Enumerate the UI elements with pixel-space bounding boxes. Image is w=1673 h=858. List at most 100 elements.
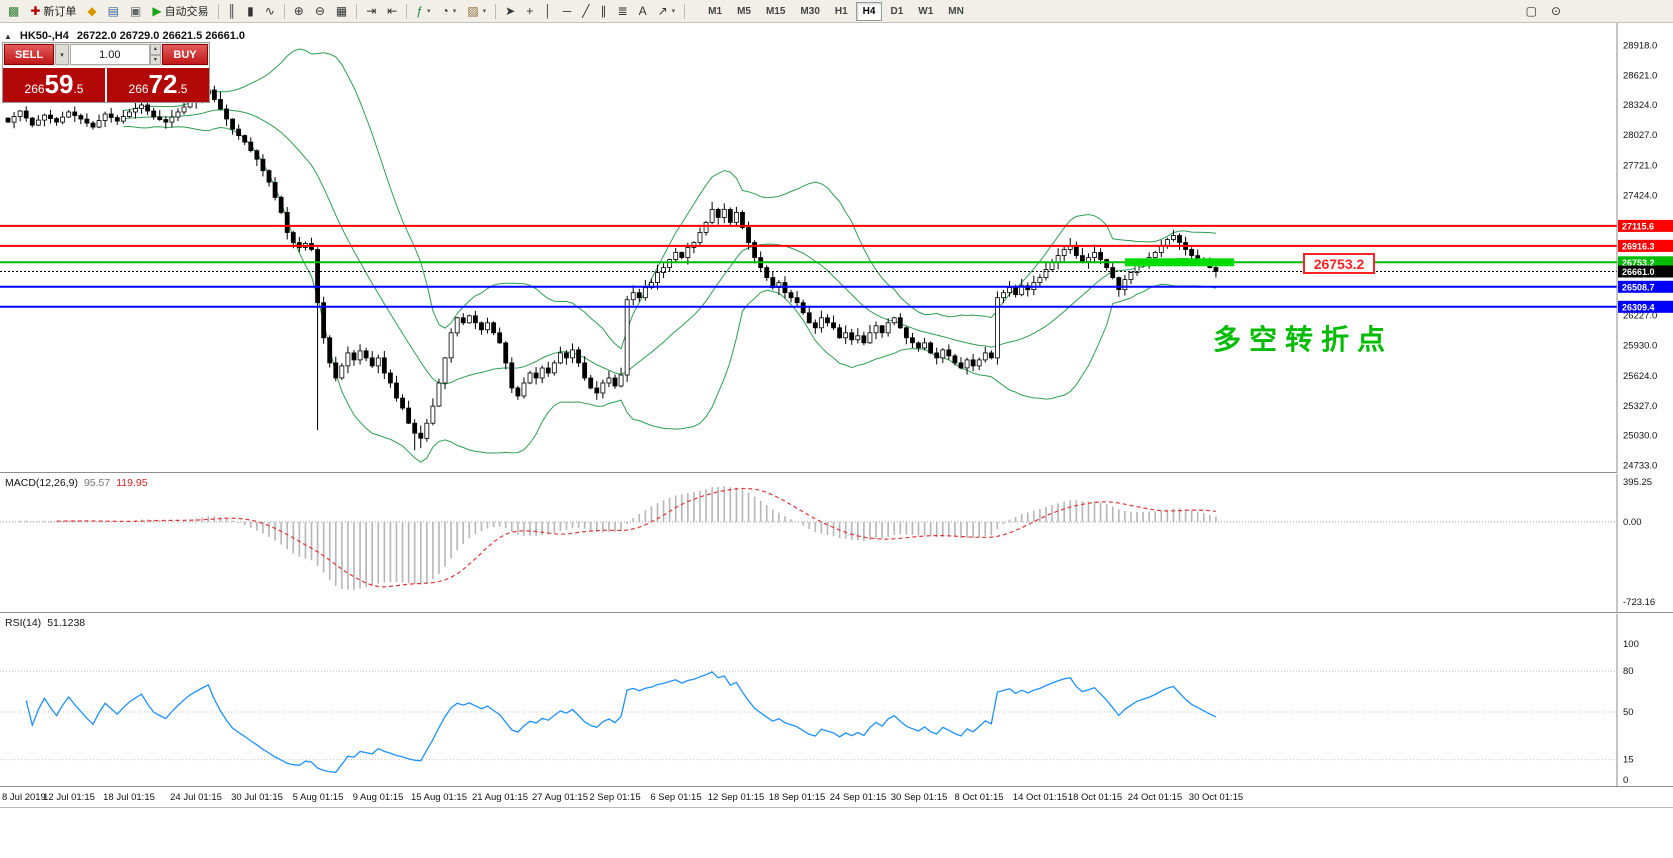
chart-search-icon[interactable]: ⊙ [1546,1,1566,21]
cursor-tool-icon[interactable]: ➤ [500,1,520,21]
time-axis-label: 24 Jul 01:15 [170,792,222,803]
order-options-caret-icon[interactable]: ▾ [55,44,69,65]
candle-body [35,119,41,126]
candle-body [169,116,175,123]
candle-body [224,108,229,120]
rsi-line [25,671,1217,773]
chart-title: ▲ HK50-,H4 26722.0 26729.0 26621.5 26661… [4,30,245,42]
tile-windows-icon[interactable]: ▦ [331,1,352,21]
auto-scroll-icon[interactable]: ⇥ [361,1,381,21]
line-chart-type-icon[interactable]: ∿ [260,1,280,21]
candle-body [533,372,539,379]
macd-canvas[interactable]: 395.25 0.00 -723.16 [0,474,1673,613]
timeframe-m5[interactable]: M5 [737,5,751,17]
periods-menu-icon[interactable]: ◔ ▾ [437,1,462,21]
vertical-line-tool-icon[interactable]: │ [539,1,557,21]
crosshair-tool-icon[interactable]: + [521,1,538,21]
highlight-zone [1124,258,1235,267]
candle-body [867,332,873,344]
candle-body [211,89,217,100]
candle-body [576,349,581,364]
tile-windows-icon: ▦ [335,4,348,18]
price-tag-label: 26661.0 [1622,267,1655,277]
axis-tick-label: 25327.0 [1623,401,1657,412]
candle-body [515,387,521,397]
new-chart-window-icon[interactable]: ▢ [1521,1,1542,21]
market-watch-icon[interactable]: ▤ [103,1,124,21]
templates-menu-icon[interactable]: ▨ ▾ [462,1,491,21]
time-axis[interactable]: 8 Jul 2019 12 Jul 01:15 18 Jul 01:15 24 Jul… [0,788,1673,808]
candle-body [1098,252,1103,260]
candle-body [357,350,363,361]
channel-tool-icon[interactable]: ∥ [596,1,612,21]
candle-body [284,211,290,233]
indicators-menu-icon[interactable]: ƒ ▾ [411,1,435,21]
candle-body [442,357,448,384]
candle-body [879,325,885,334]
macd-label: MACD(12,26,9) 95.57 119.95 [5,477,148,489]
timeframe-h4[interactable]: H4 [855,1,883,21]
timeframe-mn[interactable]: MN [948,5,964,17]
candle-body [734,211,739,223]
new-chart-window-icon: ▢ [1525,4,1537,18]
macd-pane: 395.25 0.00 -723.16 MACD(12,26,9) 95.57 11… [0,474,1673,613]
volume-up-icon[interactable]: ▴ [149,44,161,55]
candle-body [551,362,557,374]
candle-body [727,208,733,223]
time-axis-label: 12 Jul 01:15 [43,792,95,803]
candle-body [588,377,594,389]
timeframe-h1[interactable]: H1 [834,5,848,17]
chart-window-icon[interactable]: ▩ [3,1,24,21]
horizontal-line-tool-icon[interactable]: ─ [558,1,577,21]
sell-price-display[interactable]: 266 59.5 [3,68,107,102]
candle-body [752,242,758,259]
new-order-icon: ✚ [30,4,41,18]
axis-tick-label: 25930.0 [1623,340,1657,351]
timeframe-m15[interactable]: M15 [765,5,786,17]
terminal-icon: ▣ [129,4,142,18]
zoom-out-icon[interactable]: ⊖ [310,1,330,21]
zoom-in-icon: ⊕ [293,4,304,18]
text-tool-icon[interactable]: A [634,1,652,21]
volume-down-icon[interactable]: ▾ [149,54,161,65]
trade-panel-toggle[interactable]: ▲ [4,31,12,41]
candle-body [406,407,412,424]
timeframe-w1[interactable]: W1 [918,5,934,17]
timeframe-d1[interactable]: D1 [890,5,904,17]
candle-body [400,397,405,409]
timeframe-m1[interactable]: M1 [708,5,723,17]
autotrading-button[interactable]: ▶ 自动交易 [147,1,213,21]
sound-alert-icon: ◆ [87,4,97,18]
terminal-icon[interactable]: ▣ [125,1,146,21]
time-axis-label: 18 Sep 01:15 [768,792,826,803]
axis-tick-label: 28324.0 [1623,100,1657,111]
sound-alert-icon[interactable]: ◆ [82,1,101,21]
candlestick-type-icon[interactable]: ▮ [242,1,259,21]
toolbar-separator [495,3,497,19]
candle-body [642,287,648,299]
fibonacci-tool-icon[interactable]: ≣ [613,1,633,21]
candle-body [108,113,114,118]
buy-button[interactable]: BUY [162,44,208,65]
main-chart-canvas[interactable]: 28918.0 28621.0 28324.0 28027.0 27721.0 27424… [0,23,1673,473]
zoom-in-icon[interactable]: ⊕ [289,1,309,21]
time-axis-label: 18 Oct 01:15 [1067,792,1123,803]
trendline-tool-icon[interactable]: ╱ [577,1,594,21]
candle-body [970,359,976,367]
chart-shift-icon[interactable]: ⇤ [382,1,402,21]
candle-body [788,292,794,299]
volume-input[interactable] [70,44,150,65]
bar-chart-type-icon[interactable]: ║ [223,1,242,21]
rsi-pane: 100 80 50 15 0 RSI(14) 51.1238 [0,614,1673,787]
axis-tick-label: 28918.0 [1623,41,1657,52]
new-order-button[interactable]: ✚ 新订单 [25,1,81,21]
sell-button[interactable]: SELL [4,44,54,65]
candle-body [139,104,144,109]
axis-tick-label: 28621.0 [1623,70,1657,81]
buy-price-display[interactable]: 266 72.5 [107,68,209,102]
timeframe-m30[interactable]: M30 [800,5,820,17]
rsi-canvas[interactable]: 100 80 50 15 0 [0,614,1673,787]
axis-tick-label: 80 [1623,666,1634,677]
arrows-tool-icon[interactable]: ↗ ▾ [653,1,681,21]
toolbar-separator [406,3,408,19]
